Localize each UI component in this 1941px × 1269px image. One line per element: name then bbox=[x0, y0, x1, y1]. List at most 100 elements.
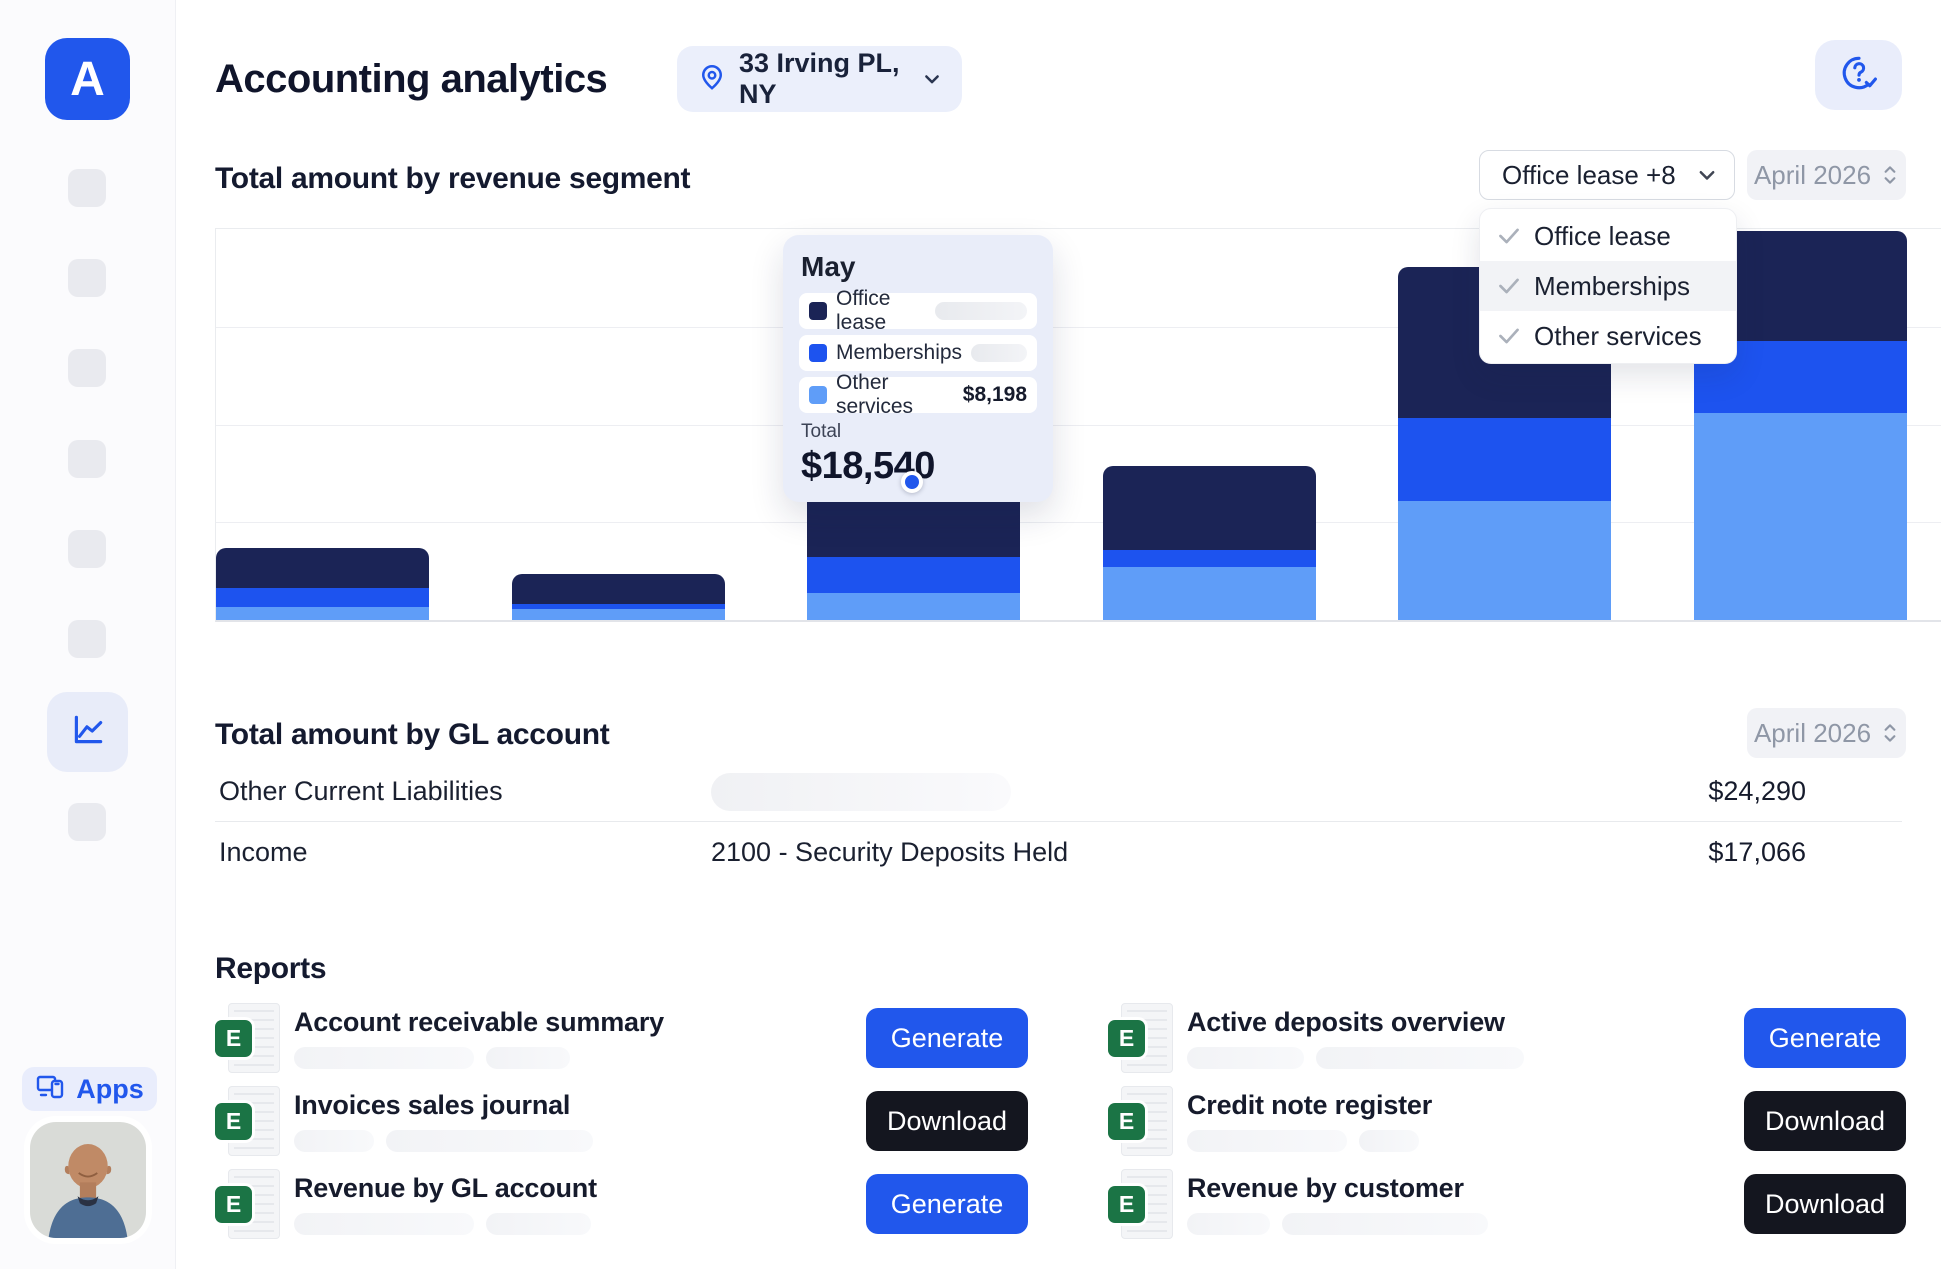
sidebar-item-placeholder[interactable] bbox=[68, 439, 106, 478]
gl-row-account: 2100 - Security Deposits Held bbox=[711, 836, 1069, 867]
chart-bar[interactable] bbox=[1102, 465, 1316, 620]
bar-segment-memberships bbox=[807, 557, 1020, 594]
generate-button[interactable]: Generate bbox=[866, 1174, 1028, 1234]
bar-segment-other bbox=[1398, 501, 1611, 620]
bar-segment-memberships bbox=[216, 587, 429, 608]
chart-bar-may[interactable] bbox=[807, 483, 1020, 620]
redacted-value bbox=[971, 344, 1027, 362]
redacted-value bbox=[1282, 1213, 1488, 1235]
report-title: Invoices sales journal bbox=[294, 1090, 571, 1120]
sidebar-item-placeholder[interactable] bbox=[68, 349, 106, 388]
help-button[interactable] bbox=[1815, 40, 1902, 110]
gridline bbox=[216, 522, 1941, 524]
app-logo[interactable]: A bbox=[45, 38, 130, 120]
redacted-value bbox=[935, 302, 1027, 320]
report-item: E Credit note register Download bbox=[1108, 1086, 1906, 1156]
gl-table: Other Current Liabilities $24,290 Income 21… bbox=[215, 762, 1902, 882]
bar-segment-memberships bbox=[1398, 418, 1611, 502]
download-button[interactable]: Download bbox=[1744, 1174, 1906, 1234]
revenue-period-label: April 2026 bbox=[1753, 159, 1872, 190]
sidebar-item-placeholder[interactable] bbox=[68, 803, 106, 841]
devices-icon bbox=[35, 1071, 67, 1108]
chart-bar[interactable] bbox=[216, 548, 429, 620]
filter-option-label: Office lease bbox=[1534, 220, 1671, 251]
filter-option-other-services[interactable]: Other services bbox=[1480, 311, 1736, 361]
sidebar-item-analytics[interactable] bbox=[47, 692, 128, 772]
generate-button[interactable]: Generate bbox=[866, 1008, 1028, 1068]
report-item: E Invoices sales journal Download bbox=[215, 1086, 1028, 1156]
report-title: Credit note register bbox=[1187, 1090, 1433, 1120]
filter-option-memberships[interactable]: Memberships bbox=[1480, 261, 1736, 311]
app-logo-letter: A bbox=[70, 52, 105, 106]
generate-button[interactable]: Generate bbox=[1744, 1008, 1906, 1068]
checkmark-icon bbox=[1498, 327, 1520, 345]
excel-badge-icon: E bbox=[1108, 1103, 1145, 1140]
tooltip-series-label: Office lease bbox=[836, 287, 891, 334]
chart-bar[interactable] bbox=[511, 573, 725, 620]
chart-tooltip: May Office lease Memberships Other service… bbox=[783, 235, 1053, 502]
tooltip-series-label: Memberships bbox=[836, 341, 963, 364]
download-button[interactable]: Download bbox=[866, 1091, 1028, 1151]
sidebar-item-placeholder[interactable] bbox=[68, 620, 106, 658]
bar-segment-office bbox=[1102, 465, 1316, 551]
filter-option-label: Other services bbox=[1534, 320, 1702, 351]
bar-segment-other bbox=[1102, 566, 1316, 620]
sidebar-item-placeholder[interactable] bbox=[68, 259, 106, 298]
redacted-value bbox=[1187, 1130, 1347, 1152]
redacted-value bbox=[711, 772, 1011, 811]
redacted-value bbox=[386, 1130, 593, 1152]
location-selector[interactable]: 33 Irving PL, NY bbox=[677, 46, 962, 112]
sidebar-item-placeholder[interactable] bbox=[68, 169, 106, 207]
bar-segment-other bbox=[807, 593, 1020, 620]
report-item: E Account receivable summary Generate bbox=[215, 1003, 1028, 1073]
revenue-period-selector[interactable]: April 2026 bbox=[1747, 150, 1906, 200]
checkmark-icon bbox=[1498, 277, 1520, 295]
report-meta-redacted bbox=[294, 1047, 664, 1069]
document-icon bbox=[1121, 1003, 1173, 1073]
report-item: E Revenue by customer Download bbox=[1108, 1169, 1906, 1239]
bar-segment-office bbox=[511, 573, 725, 604]
tooltip-row: Other services $8,198 bbox=[799, 371, 1037, 418]
excel-badge-icon: E bbox=[215, 1186, 252, 1223]
tooltip-total-label: Total bbox=[801, 421, 842, 442]
report-file-icon: E bbox=[215, 1086, 281, 1156]
segment-filter-dropdown[interactable]: Office lease +8 bbox=[1479, 150, 1735, 200]
gl-table-row: Other Current Liabilities $24,290 bbox=[215, 762, 1902, 821]
filter-option-office-lease[interactable]: Office lease bbox=[1480, 211, 1736, 261]
redacted-value bbox=[486, 1047, 570, 1069]
bar-segment-memberships bbox=[1102, 550, 1316, 567]
report-item: E Active deposits overview Generate bbox=[1108, 1003, 1906, 1073]
user-avatar[interactable] bbox=[30, 1122, 146, 1238]
revenue-section-title: Total amount by revenue segment bbox=[215, 162, 691, 195]
apps-button[interactable]: Apps bbox=[22, 1067, 157, 1111]
redacted-value bbox=[1359, 1130, 1419, 1152]
chevron-down-icon bbox=[922, 69, 942, 89]
chevron-down-icon bbox=[1696, 164, 1718, 186]
report-meta-redacted bbox=[1187, 1047, 1524, 1069]
report-meta-redacted bbox=[1187, 1130, 1432, 1152]
report-text: Account receivable summary bbox=[294, 1007, 664, 1069]
gridline bbox=[216, 326, 1941, 328]
report-file-icon: E bbox=[1108, 1003, 1174, 1073]
report-title: Revenue by customer bbox=[1187, 1173, 1464, 1203]
report-meta-redacted bbox=[294, 1213, 597, 1235]
bar-segment-other bbox=[511, 609, 725, 620]
reports-title: Reports bbox=[215, 952, 327, 985]
chevron-updown-icon bbox=[1881, 163, 1899, 187]
page-title: Accounting analytics bbox=[215, 57, 608, 101]
checkmark-icon bbox=[1498, 227, 1520, 245]
map-pin-icon bbox=[697, 62, 727, 97]
gl-section-title: Total amount by GL account bbox=[215, 718, 610, 751]
sidebar-item-placeholder[interactable] bbox=[68, 529, 106, 568]
report-file-icon: E bbox=[215, 1169, 281, 1239]
report-item: E Revenue by GL account Generate bbox=[215, 1169, 1028, 1239]
download-button[interactable]: Download bbox=[1744, 1091, 1906, 1151]
report-title: Revenue by GL account bbox=[294, 1173, 597, 1203]
report-title: Account receivable summary bbox=[294, 1007, 664, 1037]
bar-segment-office bbox=[216, 548, 429, 588]
tooltip-row: Office lease bbox=[799, 287, 1037, 334]
redacted-value bbox=[1187, 1213, 1270, 1235]
series-color-swatch bbox=[809, 302, 827, 320]
gl-period-selector[interactable]: April 2026 bbox=[1747, 708, 1906, 758]
